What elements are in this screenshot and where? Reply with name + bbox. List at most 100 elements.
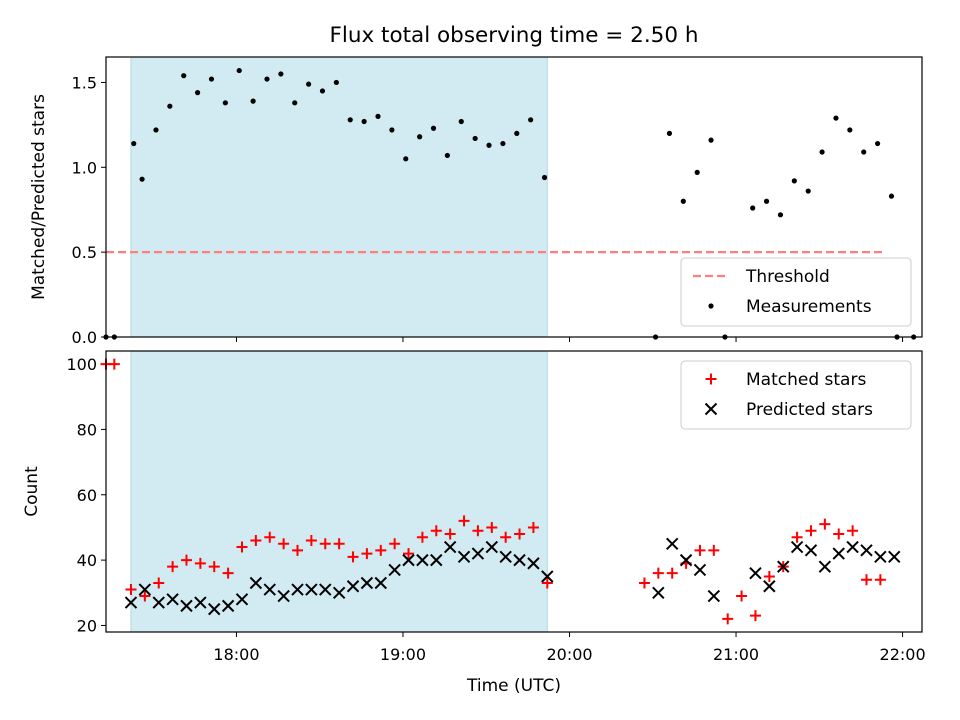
- measurements-point: [666, 130, 673, 136]
- top-panel: 0.0 0.5 1.0 1.5 Matched/Predicted stars Thres…: [29, 56, 923, 347]
- y-tick-label: 1.0: [72, 158, 97, 177]
- x-tick-label: 19:00: [380, 645, 426, 664]
- matched-stars-point: [486, 521, 498, 533]
- measurements-point: [131, 140, 137, 147]
- legend-matched-swatch: [705, 373, 717, 385]
- measurements-point: [194, 90, 201, 96]
- matched-stars-point: [333, 538, 345, 550]
- measurements-point: [389, 127, 395, 133]
- matched-stars-point: [250, 535, 262, 547]
- measurements-point: [763, 198, 770, 204]
- measurements-point: [403, 156, 409, 162]
- matched-stars-point: [139, 590, 151, 602]
- predicted-stars-point: [485, 540, 499, 554]
- legend-label: Measurements: [746, 297, 872, 317]
- measurements-point: [791, 178, 797, 184]
- measurements-point: [680, 198, 686, 204]
- matched-stars-point: [819, 518, 831, 530]
- matched-stars-point: [278, 538, 290, 550]
- measurements-point: [847, 127, 853, 133]
- bottom-panel: 20 40 60 80 100 18:00 19:00 20:00 21:00 22:00 Coun…: [22, 350, 926, 696]
- matched-stars-point: [194, 557, 206, 569]
- measurements-point: [888, 193, 895, 199]
- matched-stars-point: [472, 525, 484, 537]
- matched-stars-point: [108, 358, 120, 370]
- legend-label: Predicted stars: [746, 400, 873, 420]
- predicted-stars-point: [416, 553, 429, 567]
- measurements-point: [708, 137, 714, 143]
- predicted-stars-point: [763, 580, 776, 593]
- matched-stars-point: [167, 561, 179, 573]
- predicted-stars-point: [166, 593, 179, 606]
- predicted-stars-point: [443, 540, 457, 554]
- y-tick-label: 0.0: [72, 328, 97, 347]
- x-tick-label: 22:00: [880, 645, 926, 664]
- matched-stars-point: [638, 577, 650, 589]
- predicted-stars-point: [194, 596, 207, 609]
- measurements-point: [181, 73, 187, 79]
- observing-window-shade: [130, 350, 548, 633]
- matched-stars-point: [514, 528, 526, 540]
- y-tick-label: 100: [66, 355, 97, 374]
- predicted-stars-point: [832, 547, 845, 560]
- y-tick-label: 1.5: [72, 73, 97, 92]
- matched-stars-point: [694, 544, 706, 556]
- measurements-point: [528, 117, 534, 123]
- measurements-point: [486, 142, 492, 148]
- matched-stars-point: [208, 561, 220, 573]
- predicted-stars-point: [332, 586, 346, 599]
- measurements-point: [278, 71, 284, 77]
- y-axis-label: Count: [22, 466, 42, 517]
- matched-stars-point: [403, 548, 415, 560]
- matched-stars-point: [860, 574, 872, 586]
- predicted-stars-point: [346, 580, 360, 593]
- legend-box: [680, 360, 912, 430]
- measurements-point: [361, 118, 367, 125]
- matched-stars-point: [500, 531, 512, 543]
- matched-stars-point: [375, 544, 387, 556]
- matched-stars-point: [347, 551, 359, 563]
- predicted-stars-point: [665, 537, 679, 550]
- matched-stars-point: [791, 531, 803, 543]
- matched-stars-point: [541, 577, 553, 589]
- predicted-stars-point: [319, 583, 332, 596]
- matched-stars-point: [236, 541, 248, 553]
- measurements-point: [541, 174, 548, 181]
- measurements-point: [333, 79, 339, 86]
- measurements-point: [264, 76, 270, 82]
- matched-stars-point: [722, 613, 734, 625]
- matched-stars-point: [153, 577, 165, 589]
- predicted-stars-point: [360, 576, 374, 590]
- predicted-stars-point: [388, 563, 401, 577]
- predicted-stars-point: [277, 589, 290, 603]
- predicted-stars-point: [874, 550, 887, 564]
- matched-stars-point: [652, 567, 664, 579]
- predicted-stars-point: [124, 596, 138, 609]
- matched-stars-point: [708, 544, 720, 556]
- x-axis-label: Time (UTC): [466, 676, 561, 696]
- matched-stars-point: [736, 590, 748, 602]
- y-axis-label: Matched/Predicted stars: [29, 94, 49, 300]
- predicted-stars-point: [235, 593, 249, 606]
- matched-stars-point: [319, 538, 331, 550]
- matched-stars-point: [763, 570, 775, 582]
- measurements-point: [444, 152, 450, 159]
- matched-stars-point: [874, 574, 886, 586]
- predicted-stars-point: [305, 583, 318, 596]
- predicted-stars-point: [180, 599, 193, 613]
- predicted-stars-point: [888, 550, 901, 564]
- predicted-stars-point: [471, 547, 485, 560]
- measurements-point: [347, 117, 353, 123]
- matched-stars-point: [458, 515, 470, 527]
- predicted-stars-point: [707, 589, 721, 603]
- predicted-stars-point: [263, 583, 276, 596]
- matched-stars-point: [749, 610, 761, 622]
- legend-label: Matched stars: [746, 370, 866, 390]
- predicted-stars-point: [846, 540, 859, 554]
- measurements-point: [514, 130, 520, 136]
- matched-stars-point: [264, 531, 276, 543]
- matched-stars-point: [416, 531, 428, 543]
- matched-stars-point: [805, 525, 817, 537]
- matched-stars-point: [389, 538, 401, 550]
- measurements-point: [430, 125, 437, 131]
